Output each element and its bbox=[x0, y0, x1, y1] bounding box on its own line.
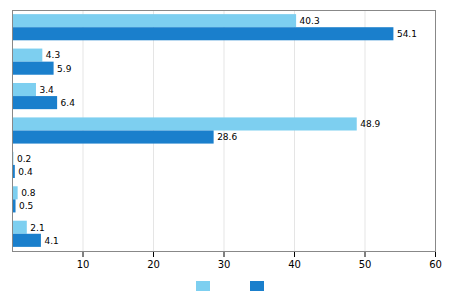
svg-text:50: 50 bbox=[359, 259, 372, 270]
svg-text:20: 20 bbox=[147, 259, 160, 270]
svg-text:0.2: 0.2 bbox=[17, 154, 31, 164]
svg-text:60: 60 bbox=[429, 259, 442, 270]
svg-text:5.9: 5.9 bbox=[57, 64, 72, 74]
svg-text:4.3: 4.3 bbox=[46, 50, 60, 60]
svg-text:30: 30 bbox=[218, 259, 231, 270]
svg-text:28.6: 28.6 bbox=[217, 132, 237, 142]
svg-text:3.4: 3.4 bbox=[39, 85, 54, 95]
svg-text:4.1: 4.1 bbox=[44, 236, 58, 246]
svg-text:40: 40 bbox=[288, 259, 301, 270]
svg-text:2.1: 2.1 bbox=[30, 223, 44, 233]
svg-text:0.8: 0.8 bbox=[21, 188, 36, 198]
svg-text:6.4: 6.4 bbox=[61, 98, 76, 108]
svg-text:48.9: 48.9 bbox=[360, 119, 380, 129]
svg-text:54.1: 54.1 bbox=[397, 29, 417, 39]
svg-text:40.3: 40.3 bbox=[300, 16, 320, 26]
svg-text:0.4: 0.4 bbox=[18, 167, 33, 177]
svg-text:0.5: 0.5 bbox=[19, 201, 33, 211]
svg-text:10: 10 bbox=[77, 259, 90, 270]
